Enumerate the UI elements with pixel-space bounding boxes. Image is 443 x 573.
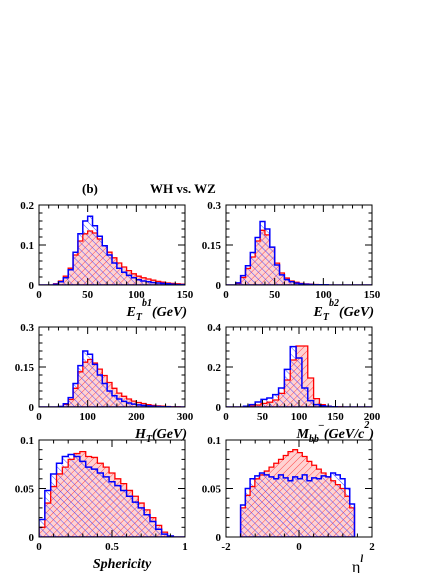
histograms [39, 350, 185, 407]
y-tick-label: 0.15 [15, 362, 35, 374]
blue-histogram-line [239, 472, 356, 537]
x-tick-label: 300 [177, 411, 194, 423]
y-tick-label: 0.1 [207, 435, 221, 447]
x-tick-label: 50 [257, 411, 269, 423]
x-axis-label: HT(GeV) [134, 427, 187, 445]
panel-et_b1: 0 50 100 150 0 0.1 0.2 ETb1(GeV) [20, 200, 194, 323]
y-tick-label: 0.05 [15, 484, 35, 496]
y-tick-label: 0.2 [207, 362, 221, 374]
y-tick-label: 0 [29, 402, 35, 414]
figure-title: WH vs. WZ [150, 181, 216, 196]
x-tick-label: 100 [128, 289, 145, 301]
blue-hatch [39, 351, 185, 407]
x-tick-label: 0 [223, 411, 229, 423]
x-tick-label: 0 [223, 289, 229, 301]
red-histogram-line [239, 449, 356, 537]
panel-et_b2: 0 50 100 150 0 0.15 0.3 ETb2(GeV) [202, 200, 381, 323]
x-tick-label: 150 [364, 289, 381, 301]
x-tick-label: 0 [296, 541, 302, 553]
blue-histogram-line [226, 220, 372, 285]
x-tick-label: 0.5 [105, 541, 119, 553]
x-tick-label: 100 [291, 411, 308, 423]
x-axis-label: Sphericity [93, 557, 152, 572]
histograms [239, 449, 356, 537]
x-tick-label: 200 [128, 411, 145, 423]
blue-hatch [226, 221, 372, 285]
y-tick-label: 0.2 [20, 200, 34, 212]
y-tick-label: 0 [29, 280, 35, 292]
histograms [226, 220, 372, 285]
y-tick-label: 0.1 [20, 435, 34, 447]
panel-tag: (b) [82, 181, 98, 196]
x-tick-label: 50 [82, 289, 94, 301]
blue-hatch [226, 346, 372, 407]
blue-histogram-line [39, 453, 185, 537]
x-tick-label: 1 [182, 541, 188, 553]
y-tick-label: 0.1 [20, 240, 34, 252]
panel-sphericity: 0 0.5 1 0 0.05 0.1 Sphericity [15, 435, 188, 572]
y-tick-label: 0 [216, 402, 222, 414]
histograms [226, 345, 372, 407]
y-tick-label: 0.15 [202, 240, 222, 252]
x-axis-label: ETb1(GeV) [126, 298, 187, 323]
blue-hatch [240, 472, 355, 537]
x-tick-label: 50 [269, 289, 281, 301]
histograms [39, 450, 185, 537]
x-tick-label: 150 [327, 411, 344, 423]
x-tick-label: 100 [79, 411, 96, 423]
x-axis-label: ηl [352, 554, 363, 573]
y-tick-label: 0.05 [202, 484, 222, 496]
y-tick-label: 0.3 [207, 200, 221, 212]
y-tick-label: 0 [216, 280, 222, 292]
x-tick-label: 2 [369, 541, 375, 553]
histograms [39, 215, 185, 285]
panel-ht: 0 100 200 300 0 0.15 0.3 HT(GeV) [15, 322, 194, 445]
x-axis-label: Mbb–(GeV/c2) [295, 420, 374, 445]
y-tick-label: 0.3 [20, 322, 34, 334]
y-tick-label: 0 [29, 532, 35, 544]
blue-hatch [39, 216, 185, 285]
x-tick-label: 0 [36, 289, 42, 301]
x-tick-label: -2 [221, 541, 231, 553]
panel-mbb: 0 50 100 150 200 0 0.2 0.4 Mbb–(GeV/c2) [207, 322, 381, 445]
y-tick-label: 0 [216, 532, 222, 544]
x-axis-label: ETb2(GeV) [313, 298, 374, 323]
blue-histogram-line [39, 215, 185, 285]
y-tick-label: 0.4 [207, 322, 221, 334]
x-tick-label: 0 [36, 411, 42, 423]
x-tick-label: 100 [315, 289, 332, 301]
x-tick-label: 200 [364, 411, 381, 423]
panel-eta_lepton: -2 0 200.050.1ηl [202, 435, 376, 573]
blue-hatch [39, 454, 185, 537]
x-tick-label: 0 [36, 541, 42, 553]
x-tick-label: 150 [177, 289, 194, 301]
red-histogram-line [39, 450, 185, 537]
